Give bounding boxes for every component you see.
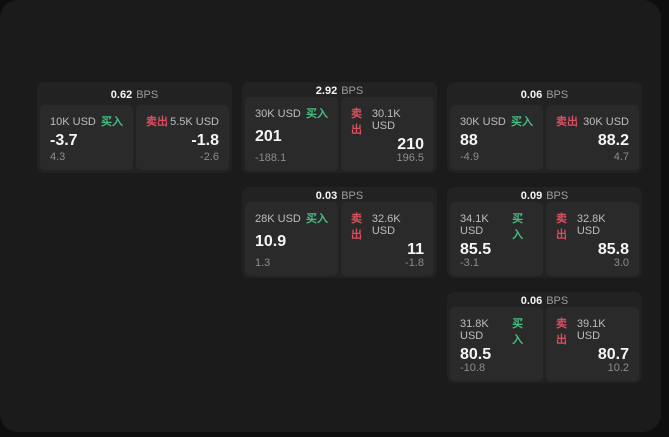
buy-sub-value: 1.3 [255, 257, 271, 269]
bps-suffix: BPS [341, 85, 364, 97]
buy-amount: 34.1K USD [460, 213, 489, 237]
sell-sub-value: 4.7 [613, 151, 629, 163]
bps-value: 2.92 [315, 85, 338, 97]
sell-pane[interactable]: 卖出 32.6K USD 11 -1.8 [341, 202, 434, 276]
panes: 34.1K USD 买入 85.5 -3.1 卖出 32.8K USD 85.8… [450, 202, 639, 276]
sell-pane[interactable]: 卖出 30.1K USD 210 196.5 [341, 97, 434, 171]
sell-amount: 30.1K USD [371, 108, 401, 132]
bps-suffix: BPS [546, 190, 569, 202]
buy-price: 201 [255, 128, 282, 145]
buy-price: 80.5 [460, 346, 492, 363]
buy-amount: 31.8K USD [460, 318, 489, 342]
buy-amount: 30K USD [460, 116, 506, 128]
buy-sub-value: 4.3 [50, 151, 66, 163]
buy-amount: 30K USD [255, 108, 301, 120]
sell-side-badge: 卖出 [556, 116, 578, 128]
sell-pane[interactable]: 卖出 5.5K USD -1.8 -2.6 [136, 105, 229, 170]
sell-price: -1.8 [191, 131, 219, 149]
buy-side-badge: 买入 [512, 318, 524, 346]
sell-side-badge: 卖出 [556, 213, 567, 241]
sell-sub-value: 10.2 [607, 362, 629, 374]
buy-pane[interactable]: 28K USD 买入 10.9 1.3 [245, 202, 338, 276]
sell-amount: 39.1K USD [576, 318, 606, 342]
buy-sub-value: -3.1 [460, 257, 479, 269]
sell-amount: 5.5K USD [170, 116, 219, 128]
sell-amount: 32.8K USD [576, 213, 606, 237]
bps-value: 0.09 [520, 190, 543, 202]
buy-side-badge: 买入 [306, 108, 328, 120]
buy-sub-value: -188.1 [255, 152, 287, 164]
quote-card-1: 0.62 BPS 10K USD 买入 -3.7 4.3 卖出 5.5K USD [37, 82, 232, 173]
buy-price: 85.5 [460, 241, 492, 258]
sell-sub-value: 196.5 [396, 152, 424, 164]
bps-header: 0.06 BPS [450, 295, 639, 307]
buy-pane[interactable]: 10K USD 买入 -3.7 4.3 [40, 105, 133, 170]
bps-header: 2.92 BPS [245, 85, 434, 97]
panes: 28K USD 买入 10.9 1.3 卖出 32.6K USD 11 -1.8 [245, 202, 434, 276]
buy-price: -3.7 [50, 131, 78, 149]
quote-card-6: 0.06 BPS 31.8K USD 买入 80.5 -10.8 卖出 39.1… [447, 292, 642, 383]
sell-amount: 30K USD [583, 116, 629, 128]
sell-side-badge: 卖出 [351, 108, 362, 136]
buy-side-badge: 买入 [306, 213, 328, 225]
sell-sub-value: 3.0 [613, 257, 629, 269]
sell-sub-value: -1.8 [405, 257, 424, 269]
panes: 30K USD 买入 201 -188.1 卖出 30.1K USD 210 1… [245, 97, 434, 171]
buy-pane[interactable]: 31.8K USD 买入 80.5 -10.8 [450, 307, 543, 381]
panes: 30K USD 买入 88 -4.9 卖出 30K USD 88.2 4.7 [450, 105, 639, 170]
quote-card-2: 2.92 BPS 30K USD 买入 201 -188.1 卖出 30.1K … [242, 82, 437, 173]
bps-value: 0.62 [110, 89, 133, 101]
buy-side-badge: 买入 [511, 116, 533, 128]
sell-amount: 32.6K USD [371, 213, 401, 237]
quote-card-grid: 0.62 BPS 10K USD 买入 -3.7 4.3 卖出 5.5K USD [37, 82, 642, 383]
bps-header: 0.06 BPS [450, 85, 639, 105]
sell-price: 85.8 [597, 241, 629, 258]
sell-side-badge: 卖出 [351, 213, 362, 241]
sell-pane[interactable]: 卖出 39.1K USD 80.7 10.2 [546, 307, 639, 381]
buy-amount: 10K USD [50, 116, 96, 128]
sell-side-badge: 卖出 [146, 116, 168, 128]
buy-side-badge: 买入 [512, 213, 524, 241]
panes: 10K USD 买入 -3.7 4.3 卖出 5.5K USD -1.8 -2.… [40, 105, 229, 170]
bps-suffix: BPS [546, 295, 569, 307]
bps-header: 0.09 BPS [450, 190, 639, 202]
bps-suffix: BPS [546, 89, 569, 101]
buy-pane[interactable]: 34.1K USD 买入 85.5 -3.1 [450, 202, 543, 276]
bps-value: 0.03 [315, 190, 338, 202]
sell-price: 88.2 [597, 131, 629, 149]
buy-sub-value: -4.9 [460, 151, 479, 163]
sell-price: 210 [397, 136, 424, 153]
buy-pane[interactable]: 30K USD 买入 201 -188.1 [245, 97, 338, 171]
bps-value: 0.06 [520, 89, 543, 101]
sell-pane[interactable]: 卖出 32.8K USD 85.8 3.0 [546, 202, 639, 276]
bps-value: 0.06 [520, 295, 543, 307]
quote-card-5: 0.09 BPS 34.1K USD 买入 85.5 -3.1 卖出 32.8K… [447, 187, 642, 278]
bps-header: 0.03 BPS [245, 190, 434, 202]
quote-card-3: 0.06 BPS 30K USD 买入 88 -4.9 卖出 30K USD [447, 82, 642, 173]
sell-price: 11 [407, 241, 424, 258]
bps-header: 0.62 BPS [40, 85, 229, 105]
app-window: 0.62 BPS 10K USD 买入 -3.7 4.3 卖出 5.5K USD [0, 0, 661, 432]
quote-card-4: 0.03 BPS 28K USD 买入 10.9 1.3 卖出 32.6K US… [242, 187, 437, 278]
sell-pane[interactable]: 卖出 30K USD 88.2 4.7 [546, 105, 639, 170]
bps-suffix: BPS [136, 89, 159, 101]
panes: 31.8K USD 买入 80.5 -10.8 卖出 39.1K USD 80.… [450, 307, 639, 381]
buy-price: 10.9 [255, 233, 287, 250]
sell-side-badge: 卖出 [556, 318, 567, 346]
buy-side-badge: 买入 [101, 116, 123, 128]
sell-price: 80.7 [597, 346, 629, 363]
buy-sub-value: -10.8 [460, 362, 486, 374]
bps-suffix: BPS [341, 190, 364, 202]
buy-amount: 28K USD [255, 213, 301, 225]
buy-pane[interactable]: 30K USD 买入 88 -4.9 [450, 105, 543, 170]
buy-price: 88 [460, 131, 478, 149]
sell-sub-value: -2.6 [200, 151, 219, 163]
